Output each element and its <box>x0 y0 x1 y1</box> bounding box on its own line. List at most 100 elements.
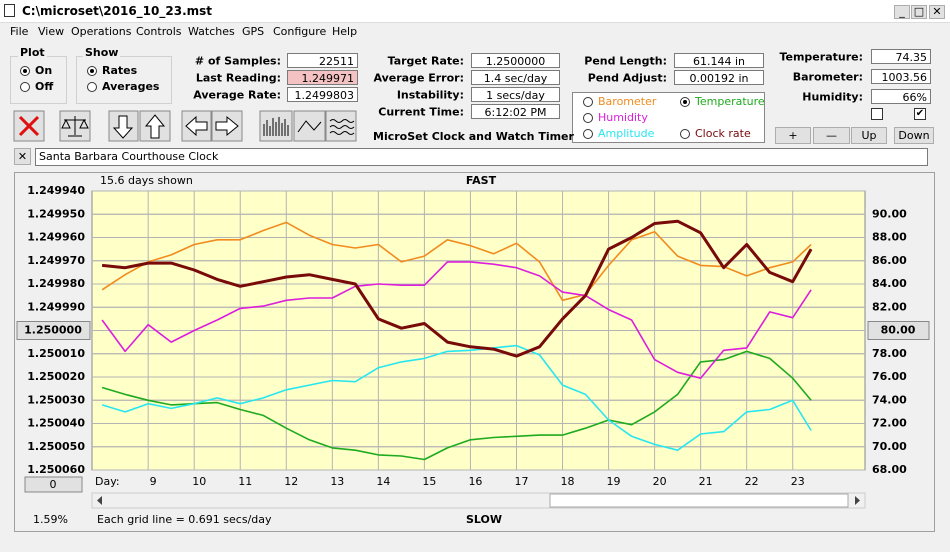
y-tick-label: 1.249970 <box>27 254 85 267</box>
radio-label[interactable]: Rates <box>102 64 138 77</box>
close-clock[interactable]: ✕ <box>14 148 31 165</box>
button[interactable]: Down <box>894 127 934 144</box>
icon <box>215 115 239 137</box>
app-name: MicroSet Clock and Watch Timer <box>373 130 574 143</box>
menu-item[interactable]: Help <box>332 25 358 38</box>
radio-button[interactable] <box>87 82 97 92</box>
close[interactable]: ✕ <box>929 5 945 19</box>
checkbox[interactable] <box>871 108 883 120</box>
radio-label[interactable]: Humidity <box>598 111 648 124</box>
x-tick-label: 18 <box>561 475 575 488</box>
menu-item[interactable]: Configure <box>273 25 327 38</box>
series-line <box>101 221 812 302</box>
tool-button[interactable] <box>293 110 326 142</box>
minimize[interactable]: _ <box>894 5 910 19</box>
field-label: Temperature: <box>779 50 863 64</box>
field-label: Pend Adjust: <box>587 71 667 85</box>
scroll-thumb <box>549 493 849 508</box>
x-tick-label: 17 <box>514 475 528 488</box>
checkbox[interactable]: ✔ <box>914 108 926 120</box>
radio-label[interactable]: Barometer <box>598 95 657 108</box>
series-line <box>101 344 812 451</box>
clock-name[interactable]: Santa Barbara Courthouse Clock <box>35 148 928 166</box>
y-tick-label: 1.249980 <box>27 277 85 290</box>
radio-label[interactable]: Averages <box>102 80 160 93</box>
toolbar <box>13 110 357 142</box>
field-value: 22511 <box>287 53 358 68</box>
app-icon <box>4 4 15 17</box>
y-tick-label: 1.249990 <box>27 300 85 313</box>
y2-tick-label: 76.00 <box>872 370 907 383</box>
button[interactable]: + <box>775 127 811 144</box>
field-value: 74.35 <box>871 49 931 64</box>
field-label: Average Error: <box>373 71 464 85</box>
y-tick-label: 1.249950 <box>27 207 85 220</box>
radio-button[interactable] <box>583 113 593 123</box>
offset-button-label: 0 <box>50 478 57 491</box>
y2-tick-label: 86.00 <box>872 254 907 267</box>
show-group <box>76 56 172 104</box>
radio-button[interactable] <box>680 129 690 139</box>
sensor-group <box>572 92 765 143</box>
y2-tick-label: 68.00 <box>872 463 907 476</box>
y2-tick-label: 70.00 <box>872 440 907 453</box>
icon <box>329 119 355 135</box>
radio-button[interactable] <box>583 97 593 107</box>
y-tick-label: 1.249940 <box>27 184 85 197</box>
field-value: 1003.56 <box>871 69 931 84</box>
slow-label: SLOW <box>466 513 502 526</box>
field-value: 6:12:02 PM <box>471 104 560 119</box>
field-value: 1.4 sec/day <box>471 70 560 85</box>
y2-tick-label: 84.00 <box>872 277 907 290</box>
y2-tick-label: 90.00 <box>872 207 907 220</box>
menu-item[interactable]: GPS <box>242 25 265 38</box>
radio-label[interactable]: Amplitude <box>598 127 655 140</box>
icon <box>112 115 134 139</box>
icon <box>297 120 322 133</box>
menu-item[interactable]: File <box>10 25 29 38</box>
title-bar <box>0 0 950 23</box>
icon <box>144 114 166 139</box>
button[interactable]: — <box>813 127 850 144</box>
radio-label[interactable]: Temperature <box>695 95 765 108</box>
series-line <box>101 219 813 358</box>
menu-item[interactable]: Operations <box>71 25 132 38</box>
menu-item[interactable]: Watches <box>188 25 235 38</box>
radio-label[interactable]: Off <box>35 80 54 93</box>
y2-tick-label: 82.00 <box>872 300 907 313</box>
field-label: Target Rate: <box>387 54 464 68</box>
radio-button[interactable] <box>87 66 97 76</box>
x-tick-label: 11 <box>238 475 252 488</box>
y-tick-label: 1.250060 <box>27 463 85 476</box>
button[interactable]: Up <box>851 127 887 144</box>
field-label: # of Samples: <box>194 54 281 68</box>
scroll-arrow <box>855 496 860 505</box>
radio-label[interactable]: On <box>35 64 53 77</box>
radio-button[interactable] <box>20 66 30 76</box>
field-value: 1.249971 <box>287 70 358 85</box>
menu-item[interactable]: Controls <box>136 25 182 38</box>
menu-item[interactable]: View <box>38 25 65 38</box>
x-tick-label: 19 <box>607 475 621 488</box>
x-tick-label: 12 <box>284 475 298 488</box>
axis-button <box>867 321 930 340</box>
percent: 1.59% <box>33 513 68 526</box>
x-tick-label: 9 <box>150 475 157 488</box>
fast-label: FAST <box>466 174 497 187</box>
icon <box>185 115 208 137</box>
x-tick-label: 10 <box>192 475 206 488</box>
y-tick-label: 1.250040 <box>27 417 85 430</box>
maximize[interactable]: □ <box>911 5 927 19</box>
radio-button[interactable] <box>20 82 30 92</box>
x-tick-label: 23 <box>791 475 805 488</box>
x-tick-label: 16 <box>468 475 482 488</box>
radio-button[interactable] <box>583 129 593 139</box>
radio-label[interactable]: Clock rate <box>695 127 751 140</box>
radio-button[interactable] <box>680 97 690 107</box>
field-label: Barometer: <box>792 70 863 84</box>
field-label: Humidity: <box>802 90 863 104</box>
icon <box>263 117 289 136</box>
y-tick-label: 1.250050 <box>27 440 85 453</box>
y-tick-label: 1.250030 <box>27 393 85 406</box>
